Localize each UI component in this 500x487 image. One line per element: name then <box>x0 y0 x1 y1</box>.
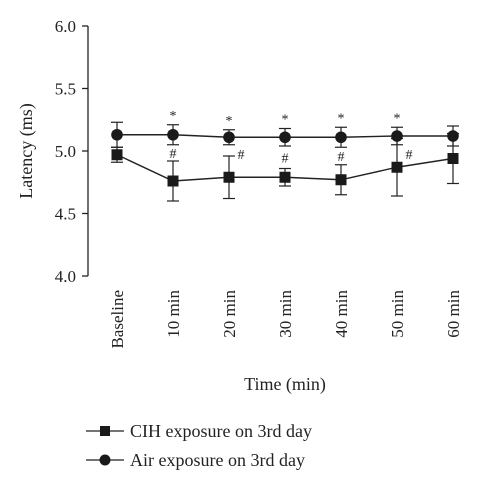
annotation-layer: * * * * * # # # # # <box>170 109 413 167</box>
y-axis-title: Latency (ms) <box>16 103 37 198</box>
data-point-square <box>167 175 179 187</box>
data-point-circle <box>335 131 347 144</box>
series-layer <box>111 121 459 202</box>
legend-label-air: Air exposure on 3rd day <box>130 450 305 470</box>
legend: CIH exposure on 3rd day Air exposure on … <box>86 421 312 470</box>
significance-hash: # <box>282 151 289 166</box>
data-point-square <box>335 174 347 186</box>
data-point-square <box>447 153 459 164</box>
legend-item-cih: CIH exposure on 3rd day <box>86 421 312 441</box>
x-tick-label: 50 min <box>388 290 407 338</box>
data-point-square <box>279 171 291 183</box>
legend-square-marker <box>100 426 110 436</box>
y-tick-label: 5.0 <box>55 142 76 161</box>
y-ticks: 4.0 4.5 5.0 5.5 6.0 <box>55 17 88 286</box>
x-tick-label: 30 min <box>276 290 295 338</box>
significance-star: * <box>394 111 401 126</box>
significance-star: * <box>226 114 233 129</box>
x-tick-label: 60 min <box>444 290 463 338</box>
x-tick-label: Baseline <box>108 290 127 349</box>
data-point-circle <box>223 131 235 144</box>
y-tick-label: 6.0 <box>55 17 76 36</box>
significance-hash: # <box>338 150 345 165</box>
data-point-square <box>391 161 403 173</box>
x-axis-title: Time (min) <box>244 374 326 395</box>
data-point-circle <box>391 130 403 142</box>
significance-hash: # <box>170 147 177 162</box>
y-tick-label: 4.0 <box>55 267 76 286</box>
x-tick-label: 10 min <box>164 290 183 338</box>
data-point-square <box>223 171 235 183</box>
significance-hash: # <box>238 148 245 163</box>
legend-item-air: Air exposure on 3rd day <box>86 450 305 470</box>
y-tick-label: 5.5 <box>55 80 76 99</box>
data-point-circle <box>447 130 459 142</box>
x-ticks: Baseline 10 min 20 min 30 min 40 min 50 min 60… <box>108 290 463 349</box>
x-tick-label: 40 min <box>332 290 351 338</box>
significance-star: * <box>282 113 289 128</box>
data-point-circle <box>167 128 179 141</box>
data-point-circle <box>111 128 123 141</box>
legend-circle-marker <box>99 454 111 466</box>
significance-hash: # <box>406 148 413 163</box>
data-point-circle <box>279 131 291 144</box>
significance-star: * <box>170 109 177 124</box>
x-tick-label: 20 min <box>220 290 239 338</box>
data-point-square <box>111 149 123 161</box>
y-tick-label: 4.5 <box>55 205 76 224</box>
significance-star: * <box>338 111 345 126</box>
legend-label-cih: CIH exposure on 3rd day <box>130 421 312 441</box>
